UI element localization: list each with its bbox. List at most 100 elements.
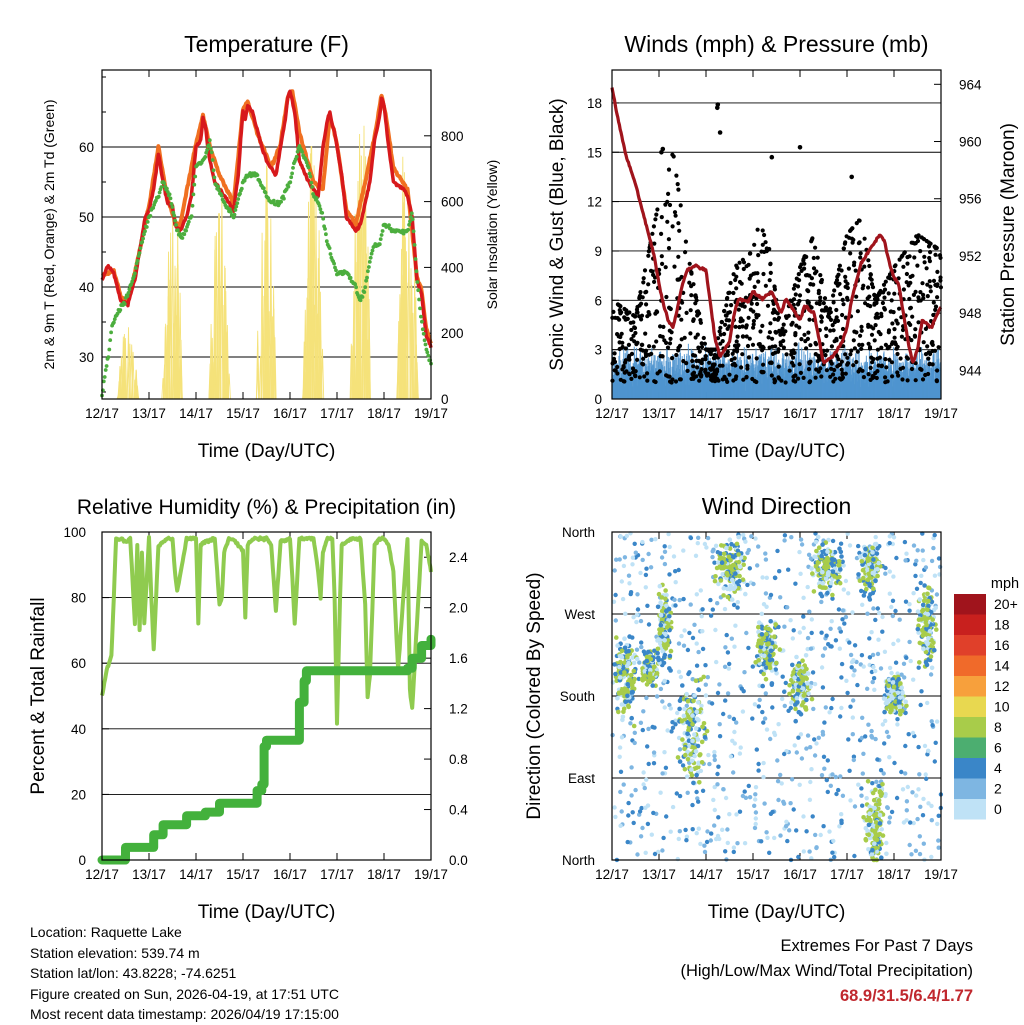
direction-point bbox=[806, 636, 810, 640]
direction-point bbox=[621, 597, 625, 601]
direction-point bbox=[886, 735, 890, 739]
gust-point bbox=[840, 268, 844, 272]
direction-point bbox=[817, 736, 821, 740]
gust-point bbox=[747, 316, 751, 320]
direction-point bbox=[793, 702, 798, 707]
dewpoint-point bbox=[423, 338, 427, 342]
direction-point bbox=[744, 631, 748, 635]
direction-point bbox=[798, 681, 803, 686]
direction-point bbox=[866, 723, 870, 727]
gust-point bbox=[747, 263, 751, 267]
gust-point bbox=[928, 279, 932, 283]
gust-point bbox=[721, 377, 725, 381]
direction-point bbox=[756, 625, 761, 630]
direction-point bbox=[886, 806, 890, 810]
direction-point bbox=[861, 752, 865, 756]
gust-point bbox=[927, 256, 931, 260]
direction-point bbox=[765, 576, 769, 580]
gust-point bbox=[660, 262, 664, 266]
direction-point bbox=[618, 824, 622, 828]
gust-point bbox=[867, 342, 871, 346]
direction-point bbox=[694, 773, 699, 778]
direction-point bbox=[674, 580, 678, 584]
dewpoint-point bbox=[108, 338, 112, 342]
direction-point bbox=[773, 576, 777, 580]
gust-point bbox=[913, 334, 917, 338]
pressure-line bbox=[612, 88, 941, 363]
direction-point bbox=[830, 772, 834, 776]
direction-point bbox=[767, 627, 772, 632]
direction-point bbox=[725, 827, 729, 831]
direction-point bbox=[696, 650, 700, 654]
direction-point bbox=[825, 778, 829, 782]
direction-point bbox=[841, 794, 845, 798]
gust-point bbox=[755, 302, 759, 306]
direction-point bbox=[662, 661, 667, 666]
direction-point bbox=[816, 568, 821, 573]
gust-point bbox=[683, 250, 687, 254]
direction-point bbox=[697, 753, 702, 758]
direction-point bbox=[814, 846, 818, 850]
gust-point bbox=[691, 319, 695, 323]
direction-point bbox=[871, 791, 876, 796]
direction-point bbox=[848, 543, 852, 547]
direction-point bbox=[726, 691, 730, 695]
direction-point bbox=[876, 638, 880, 642]
direction-point bbox=[656, 647, 661, 652]
x-tick-label: 13/17 bbox=[642, 867, 676, 882]
direction-point bbox=[821, 581, 826, 586]
gust-point bbox=[878, 356, 882, 360]
direction-point bbox=[741, 709, 745, 713]
direction-point bbox=[922, 842, 926, 846]
dewpoint-point bbox=[235, 201, 239, 205]
direction-point bbox=[728, 537, 733, 542]
direction-point bbox=[663, 550, 667, 554]
direction-point bbox=[632, 669, 637, 674]
gust-point bbox=[734, 377, 738, 381]
direction-point bbox=[662, 679, 667, 684]
direction-point bbox=[904, 656, 908, 660]
direction-point bbox=[639, 619, 643, 623]
direction-point bbox=[682, 644, 686, 648]
gust-point bbox=[848, 229, 852, 233]
gust-point bbox=[823, 353, 827, 357]
direction-point bbox=[895, 796, 899, 800]
gust-point bbox=[617, 318, 621, 322]
direction-point bbox=[762, 801, 766, 805]
direction-point bbox=[811, 814, 815, 818]
direction-point bbox=[618, 557, 622, 561]
direction-point bbox=[738, 810, 742, 814]
gust-point bbox=[853, 346, 857, 350]
gust-point bbox=[823, 296, 827, 300]
gust-point bbox=[722, 309, 726, 313]
gust-point bbox=[668, 337, 672, 341]
gust-point bbox=[827, 309, 831, 313]
dewpoint-point bbox=[182, 232, 186, 236]
direction-point bbox=[734, 812, 738, 816]
direction-point bbox=[902, 675, 906, 679]
direction-point bbox=[872, 688, 876, 692]
direction-point bbox=[926, 801, 930, 805]
y-tick-label: 0 bbox=[594, 392, 602, 407]
direction-point bbox=[933, 533, 937, 537]
direction-point bbox=[716, 815, 720, 819]
gust-point bbox=[841, 376, 845, 380]
direction-point bbox=[636, 607, 640, 611]
gust-point bbox=[898, 258, 902, 262]
direction-point bbox=[682, 714, 687, 719]
direction-point bbox=[678, 794, 682, 798]
gust-point bbox=[741, 258, 745, 262]
direction-point bbox=[839, 675, 843, 679]
direction-point bbox=[645, 659, 650, 664]
gust-point bbox=[880, 364, 884, 368]
direction-point bbox=[686, 699, 691, 704]
gust-point bbox=[749, 308, 753, 312]
gust-point bbox=[711, 363, 715, 367]
chart-title: Temperature (F) bbox=[184, 31, 349, 57]
gust-point bbox=[741, 334, 745, 338]
direction-point bbox=[716, 691, 720, 695]
direction-point bbox=[692, 693, 697, 698]
gust-point bbox=[907, 283, 911, 287]
direction-point bbox=[778, 595, 782, 599]
y-tick-label: 6 bbox=[594, 293, 602, 308]
